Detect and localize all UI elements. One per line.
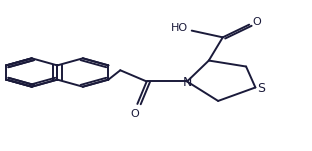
Text: O: O bbox=[253, 17, 261, 27]
Text: O: O bbox=[130, 109, 139, 119]
Text: HO: HO bbox=[171, 23, 188, 33]
Text: S: S bbox=[258, 82, 266, 95]
Text: N: N bbox=[183, 76, 192, 89]
